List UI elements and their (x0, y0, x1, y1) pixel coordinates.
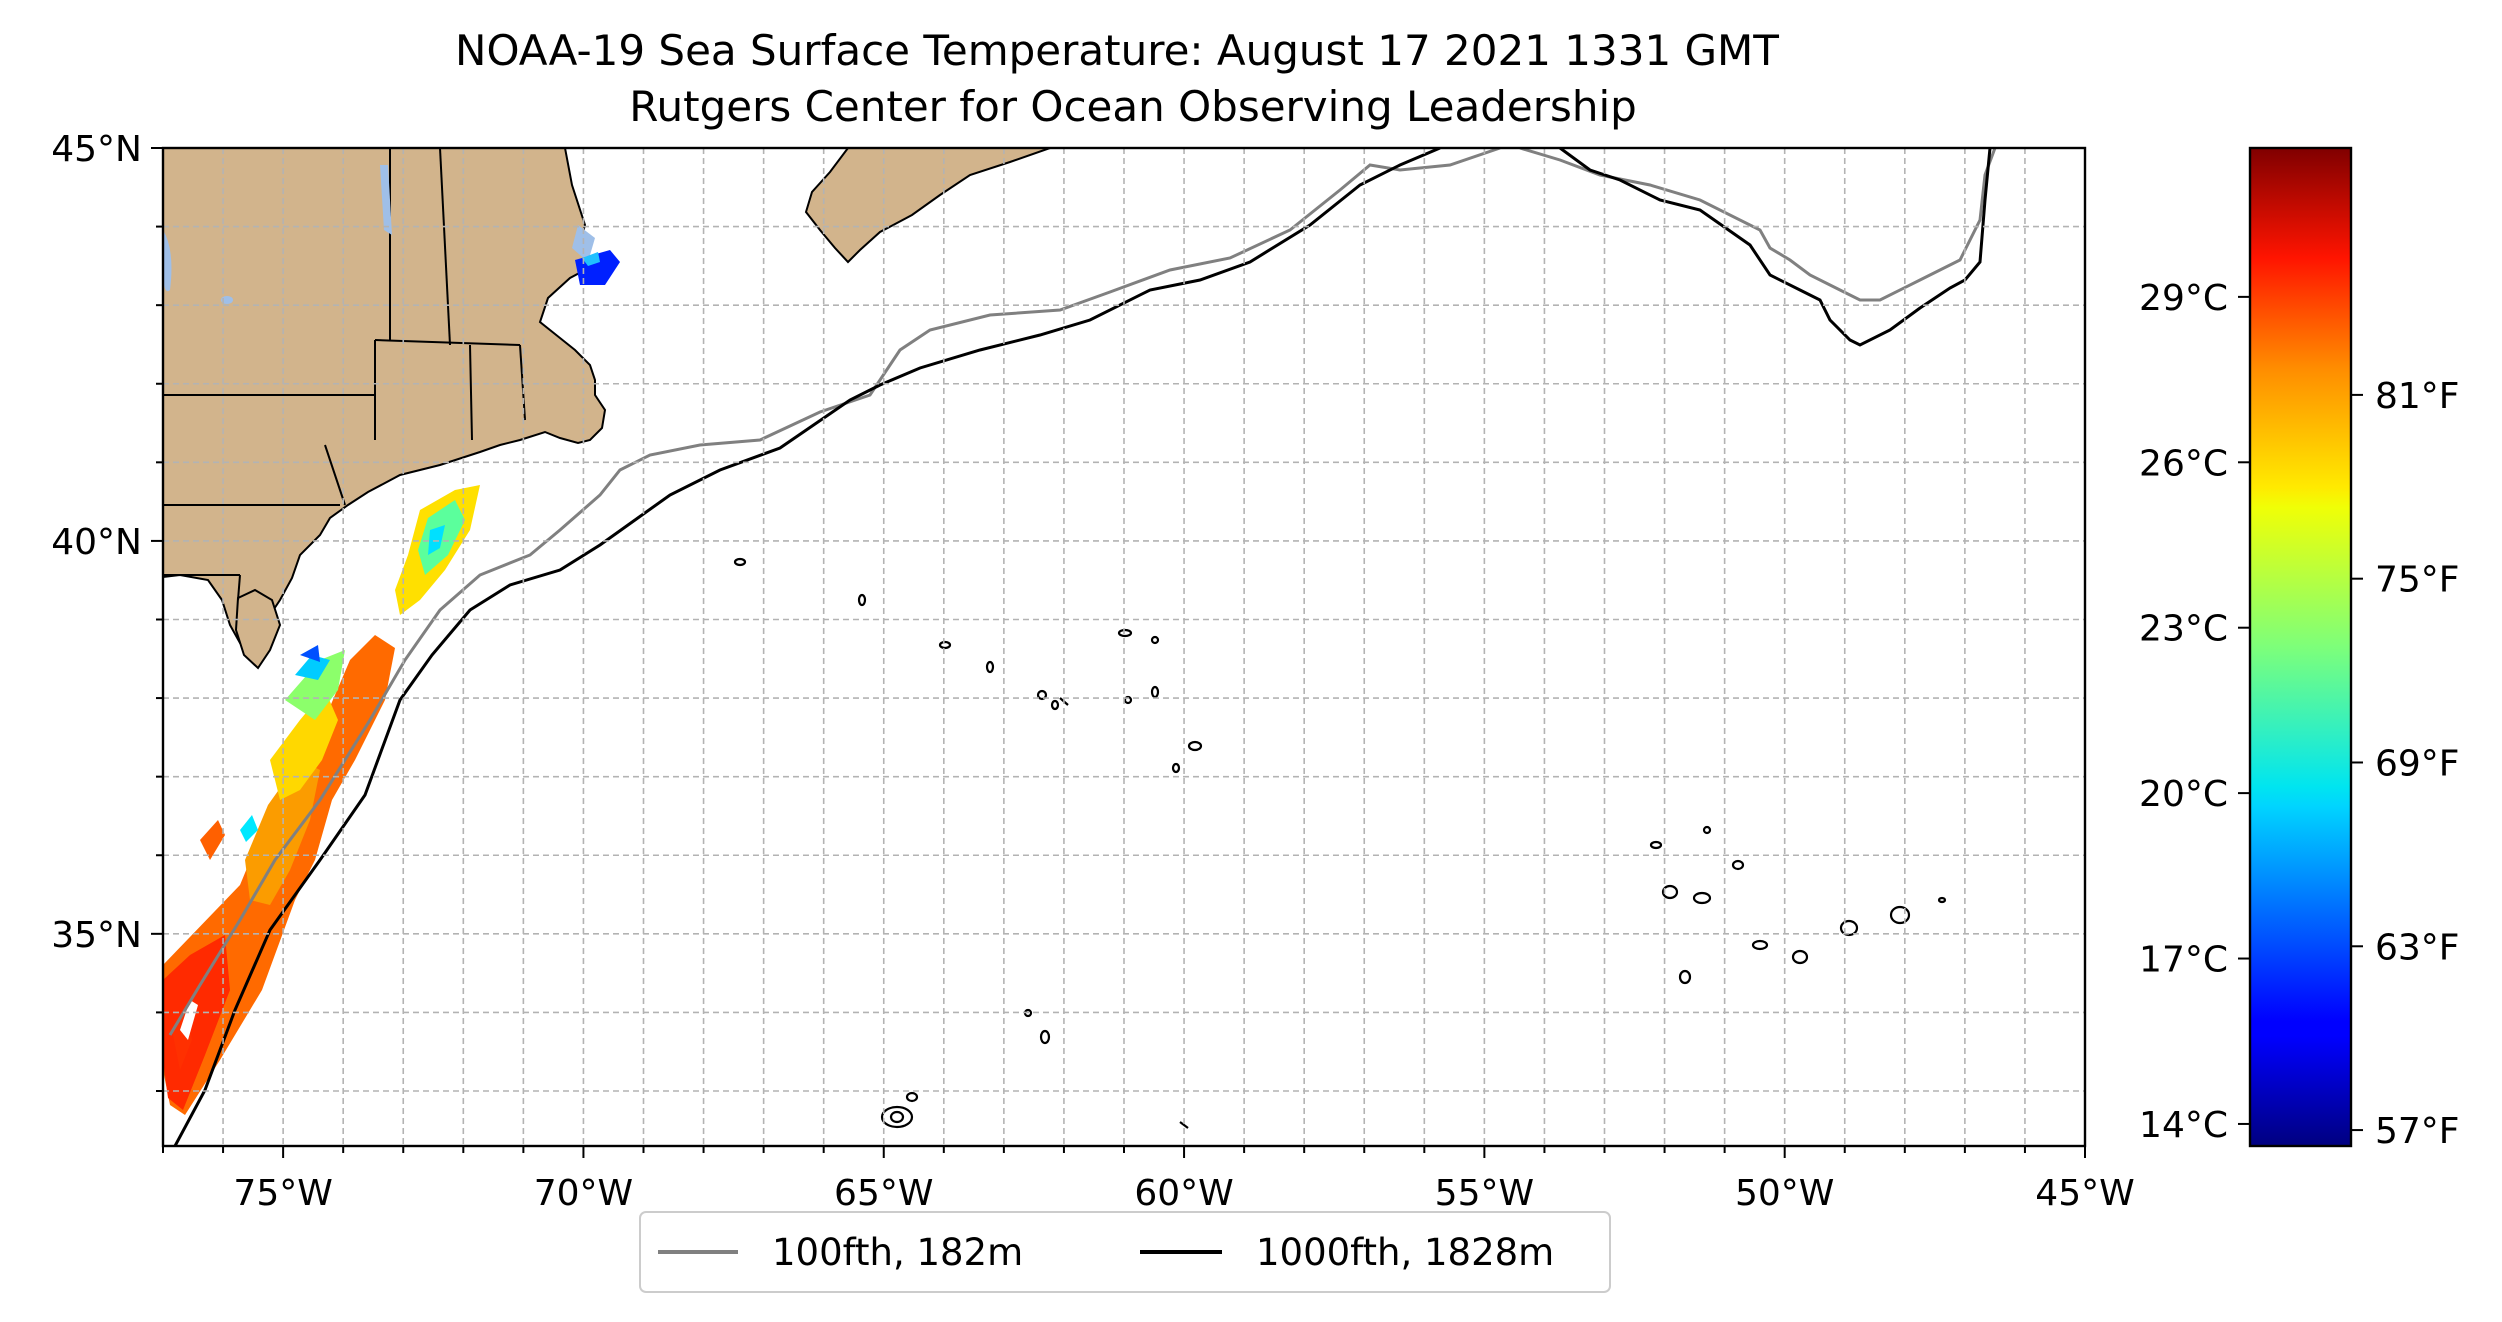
x-tick-label: 45°W (2035, 1173, 2134, 1214)
isobath-100fth-east (1519, 148, 1997, 302)
y-tick-label: 45°N (51, 129, 142, 170)
chart-title: NOAA-19 Sea Surface Temperature: August … (455, 26, 1779, 75)
x-tick-label: 50°W (1735, 1173, 1834, 1214)
colorbar-gradient (2248, 146, 2353, 1148)
fahrenheit-tick-label: 81°F (2375, 376, 2460, 417)
x-tick-label: 75°W (233, 1173, 332, 1214)
nova-scotia-land (804, 148, 1051, 264)
chart-subtitle: Rutgers Center for Ocean Observing Leade… (629, 82, 1637, 131)
sst-swath (163, 250, 620, 1115)
celsius-tick-label: 26°C (2139, 443, 2228, 484)
celsius-tick-label: 20°C (2139, 774, 2228, 815)
fahrenheit-tick-label: 69°F (2375, 743, 2460, 784)
map-area (161, 146, 2087, 1148)
fahrenheit-tick-label: 75°F (2375, 560, 2460, 601)
delmarva-land (234, 588, 282, 670)
x-tick-label: 70°W (534, 1173, 633, 1214)
fahrenheit-tick-label: 57°F (2375, 1111, 2460, 1152)
state-borders (163, 148, 526, 601)
x-tick-label: 55°W (1435, 1173, 1534, 1214)
celsius-tick-label: 17°C (2139, 940, 2228, 981)
legend-label-100fth: 100fth, 182m (772, 1231, 1023, 1274)
x-tick-label: 60°W (1134, 1173, 1233, 1214)
legend-box (639, 1211, 1611, 1293)
celsius-tick-label: 29°C (2139, 278, 2228, 319)
celsius-tick-label: 14°C (2139, 1105, 2228, 1146)
celsius-tick-label: 23°C (2139, 609, 2228, 650)
x-tick-label: 65°W (834, 1173, 933, 1214)
colorbar-ticks: 14°C 17°C 20°C 23°C 26°C 29°C 57°F 63°F 69°F 75°F… (2139, 278, 2459, 1152)
y-tick-label: 40°N (51, 522, 142, 563)
fahrenheit-tick-label: 63°F (2375, 927, 2460, 968)
y-tick-label: 35°N (51, 915, 142, 956)
legend: 100fth, 182m 1000fth, 1828m (639, 1211, 1611, 1293)
isobath-1000fth (173, 148, 1441, 1146)
colorbar: 14°C 17°C 20°C 23°C 26°C 29°C 57°F 63°F 69°F 75°F… (2139, 146, 2460, 1152)
axis-ticks: 75°W 70°W 65°W 60°W 55°W 50°W 45°W 45°N 40°N 35°N (51, 129, 2134, 1214)
seamounts (733, 557, 1947, 1129)
legend-label-1000fth: 1000fth, 1828m (1256, 1231, 1554, 1274)
isobath-100fth (168, 148, 1501, 1036)
